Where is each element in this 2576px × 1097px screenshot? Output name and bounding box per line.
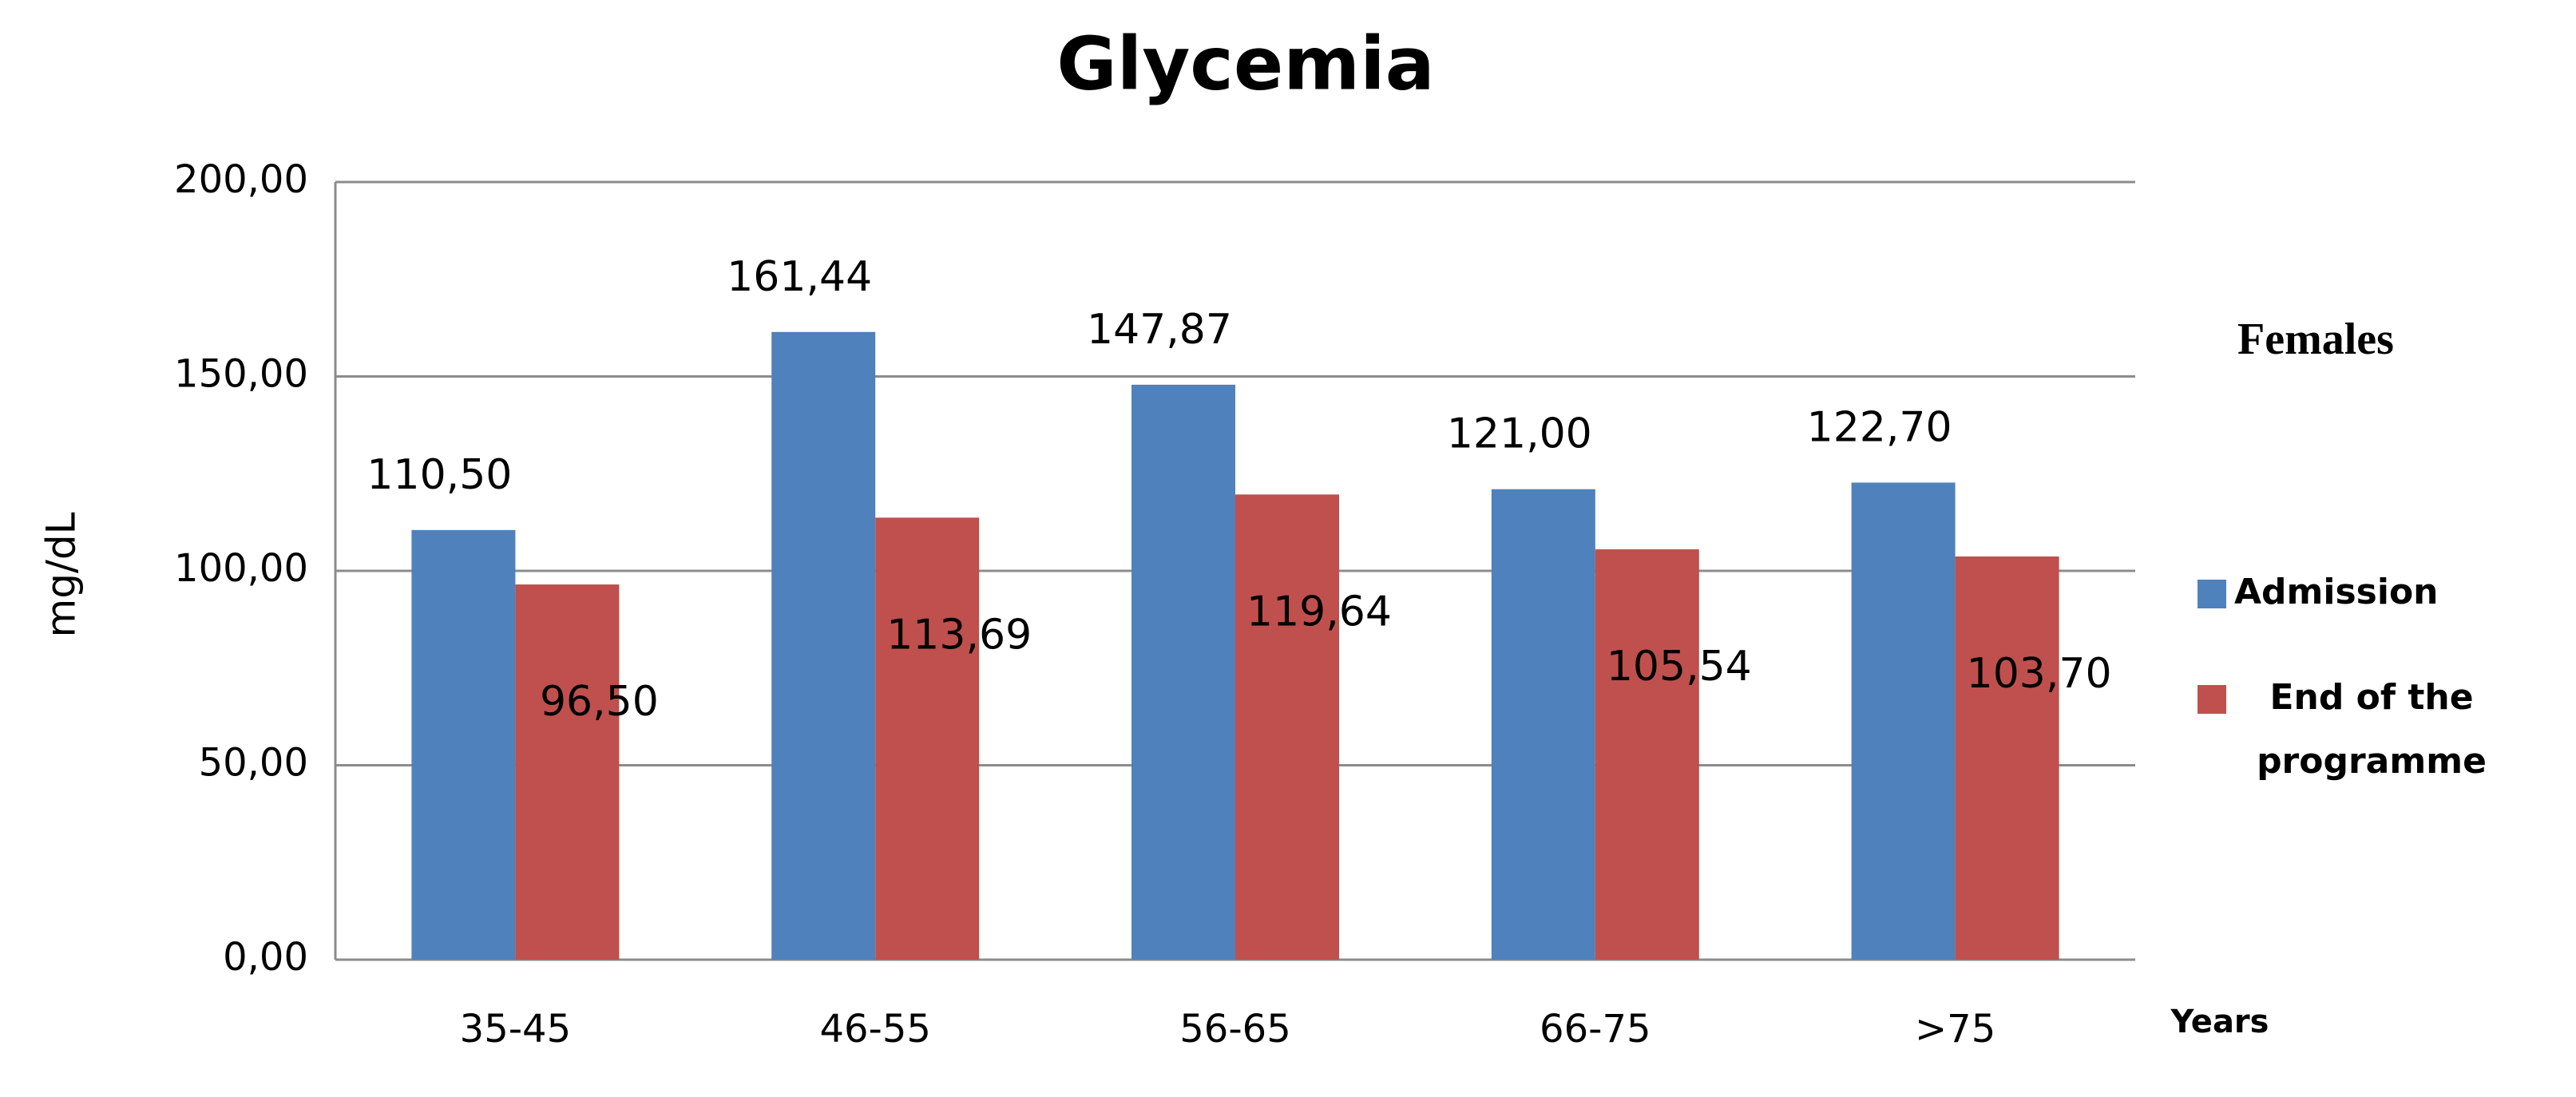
bar — [1235, 494, 1339, 960]
bar — [1851, 482, 1956, 960]
bar — [411, 529, 516, 960]
data-label: 96,50 — [540, 678, 659, 726]
y-tick-label: 50,00 — [199, 741, 308, 786]
data-label: 105,54 — [1607, 643, 1752, 691]
y-tick-label: 200,00 — [174, 157, 308, 202]
legend-swatch — [2198, 580, 2226, 608]
bar — [1955, 556, 2059, 960]
legend-label: Admission — [2234, 572, 2439, 612]
data-label: 110,50 — [367, 451, 512, 499]
bar — [1595, 549, 1699, 960]
legend-swatch — [2198, 685, 2226, 714]
x-tick-label: 66-75 — [1540, 1007, 1651, 1051]
data-label: 161,44 — [727, 253, 872, 301]
chart-title: Glycemia — [1056, 21, 1434, 106]
y-tick-label: 0,00 — [223, 935, 308, 980]
x-tick-label: 35-45 — [460, 1007, 571, 1051]
data-label: 122,70 — [1807, 403, 1952, 451]
y-axis-label: mg/dL — [38, 512, 85, 637]
x-tick-label: 56-65 — [1179, 1007, 1290, 1051]
bar — [1491, 489, 1595, 960]
legend-label: End of the programme — [2257, 677, 2487, 782]
data-label: 103,70 — [1967, 650, 2112, 698]
data-label: 121,00 — [1447, 410, 1592, 458]
bar — [875, 517, 980, 960]
data-label: 113,69 — [886, 611, 1032, 659]
bar — [515, 584, 620, 960]
x-axis-label: Years — [2170, 1004, 2269, 1040]
y-tick-label: 100,00 — [174, 546, 308, 591]
x-tick-label: >75 — [1915, 1007, 1995, 1051]
bar — [771, 331, 876, 960]
y-tick-label: 150,00 — [174, 352, 308, 397]
x-tick-label: 46-55 — [819, 1007, 930, 1051]
bar — [1131, 384, 1235, 960]
annotation: Females — [2237, 315, 2394, 364]
data-label: 147,87 — [1087, 306, 1232, 354]
data-label: 119,64 — [1246, 588, 1392, 636]
